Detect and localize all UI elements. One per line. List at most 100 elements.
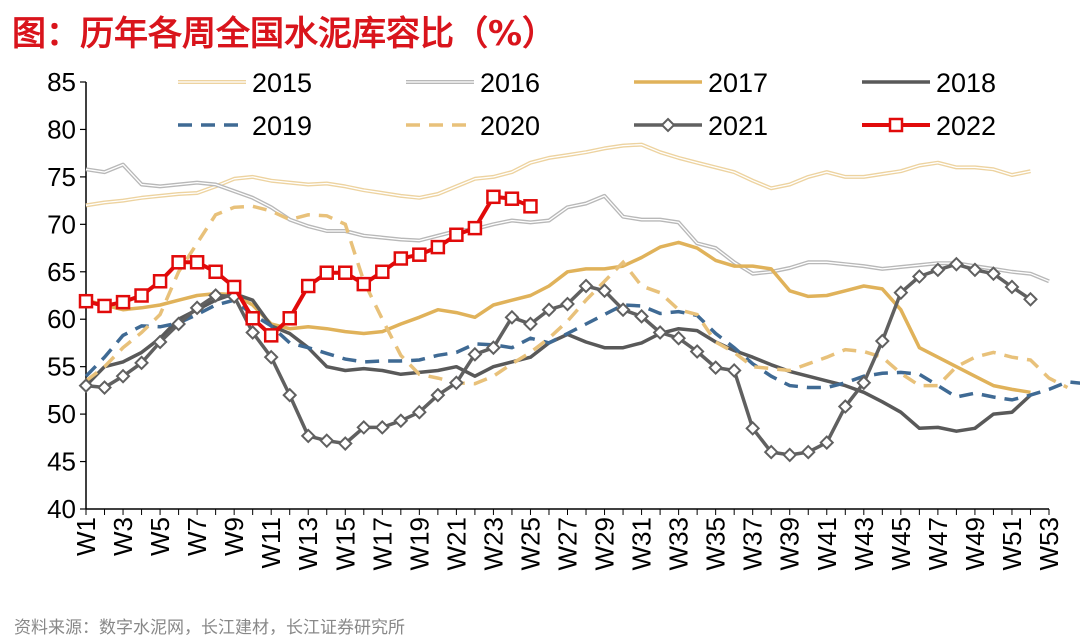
x-tick-label: W5: [145, 517, 175, 556]
series-line-2015-inner: [85, 143, 1031, 207]
data-point-2022: [263, 328, 279, 343]
data-point-2021: [726, 363, 742, 378]
x-tick-label: W49: [960, 517, 990, 570]
data-point-2021: [893, 285, 909, 301]
data-point-2021: [448, 375, 464, 391]
data-point-2021: [393, 413, 409, 429]
x-tick-label: W43: [849, 517, 879, 570]
x-tick-label: W29: [590, 517, 620, 570]
data-point-2021: [930, 262, 946, 278]
legend-label-2022: 2022: [936, 111, 996, 141]
x-tick-label: W3: [108, 517, 138, 556]
data-point-2022: [356, 276, 372, 292]
data-point-2022: [226, 279, 242, 295]
data-point-2021: [782, 447, 798, 463]
data-point-2021: [523, 316, 538, 332]
x-tick-label: W9: [219, 517, 249, 556]
data-point-2021: [911, 269, 927, 284]
data-point-2021: [282, 387, 298, 403]
data-point-2021: [1023, 291, 1038, 307]
x-tick-label: W39: [775, 517, 805, 570]
data-point-2021: [560, 296, 575, 312]
y-tick-label: 80: [47, 114, 76, 144]
data-point-2021: [504, 309, 520, 325]
x-tick-label: W31: [627, 517, 657, 570]
data-point-2022: [523, 199, 538, 214]
data-point-2021: [652, 325, 668, 340]
data-point-2021: [467, 346, 483, 362]
data-point-2021: [541, 302, 557, 318]
data-point-2022: [300, 278, 316, 294]
data-point-2021: [1004, 279, 1020, 295]
data-point-2021: [319, 433, 335, 449]
legend-label-2016: 2016: [480, 68, 540, 98]
data-point-2021: [430, 387, 446, 403]
x-tick-label: W41: [812, 517, 842, 570]
x-tick-label: W25: [515, 517, 545, 570]
legend-marker-2021: [660, 117, 676, 133]
data-point-2022: [467, 220, 483, 236]
series-line-2017: [85, 240, 1031, 395]
data-point-2022: [338, 265, 353, 280]
data-point-2021: [486, 340, 501, 356]
data-point-2022: [430, 239, 446, 255]
y-tick-label: 50: [47, 399, 76, 429]
legend-label-2018: 2018: [936, 68, 996, 98]
x-tick-label: W11: [256, 517, 286, 569]
data-point-2021: [986, 266, 1001, 282]
data-point-2022: [97, 298, 112, 314]
data-point-2022: [189, 255, 205, 270]
series-line-2018: [84, 291, 1032, 433]
x-tick-label: W51: [997, 517, 1027, 570]
series-line-2021: [85, 262, 1032, 457]
data-point-2021: [263, 349, 279, 365]
legend-label-2021: 2021: [708, 111, 768, 141]
data-point-2021: [78, 378, 94, 394]
data-point-2022: [375, 264, 390, 280]
x-tick-label: W15: [330, 517, 360, 570]
data-point-2022: [504, 191, 520, 206]
data-point-2022: [449, 227, 464, 243]
data-point-2022: [245, 311, 260, 326]
data-point-2022: [393, 251, 409, 266]
data-point-2021: [597, 283, 612, 299]
data-point-2021: [671, 330, 687, 346]
y-tick-label: 45: [47, 447, 76, 477]
source-note: 资料来源：数字水泥网，长江建材，长江证券研究所: [14, 618, 405, 638]
x-tick-label: W47: [923, 517, 953, 570]
series-line-2020: [84, 204, 1069, 390]
data-point-2021: [134, 355, 149, 371]
data-point-2021: [856, 375, 872, 391]
data-point-2022: [152, 274, 168, 289]
data-point-2021: [245, 325, 261, 340]
x-tick-label: W45: [886, 517, 916, 570]
y-tick-label: 75: [47, 162, 76, 192]
series-line-2016-inner: [85, 163, 1050, 282]
data-point-2022: [319, 265, 334, 280]
data-point-2021: [615, 302, 631, 318]
data-point-2021: [967, 262, 983, 278]
data-point-2021: [300, 428, 316, 444]
data-point-2021: [374, 419, 390, 435]
data-point-2022: [208, 264, 223, 280]
x-tick-label: W27: [553, 517, 583, 570]
legend-marker-2022: [888, 117, 904, 133]
y-tick-label: 70: [47, 209, 76, 239]
legend-label-2015: 2015: [252, 68, 312, 98]
data-point-2022: [78, 293, 94, 309]
chart-title: 图：历年各周全国水泥库容比（%）: [12, 14, 557, 54]
data-point-2021: [356, 419, 372, 435]
data-point-2021: [337, 436, 353, 451]
data-point-2021: [763, 444, 779, 460]
data-point-2021: [837, 399, 853, 414]
data-point-2021: [152, 334, 168, 350]
x-tick-label: W17: [367, 517, 397, 570]
x-tick-label: W1: [71, 517, 101, 556]
y-tick-label: 85: [47, 67, 76, 97]
data-point-2022: [171, 255, 186, 270]
data-point-2021: [948, 256, 964, 272]
data-point-2021: [745, 420, 761, 436]
data-point-2021: [208, 288, 224, 303]
data-point-2022: [486, 189, 501, 205]
